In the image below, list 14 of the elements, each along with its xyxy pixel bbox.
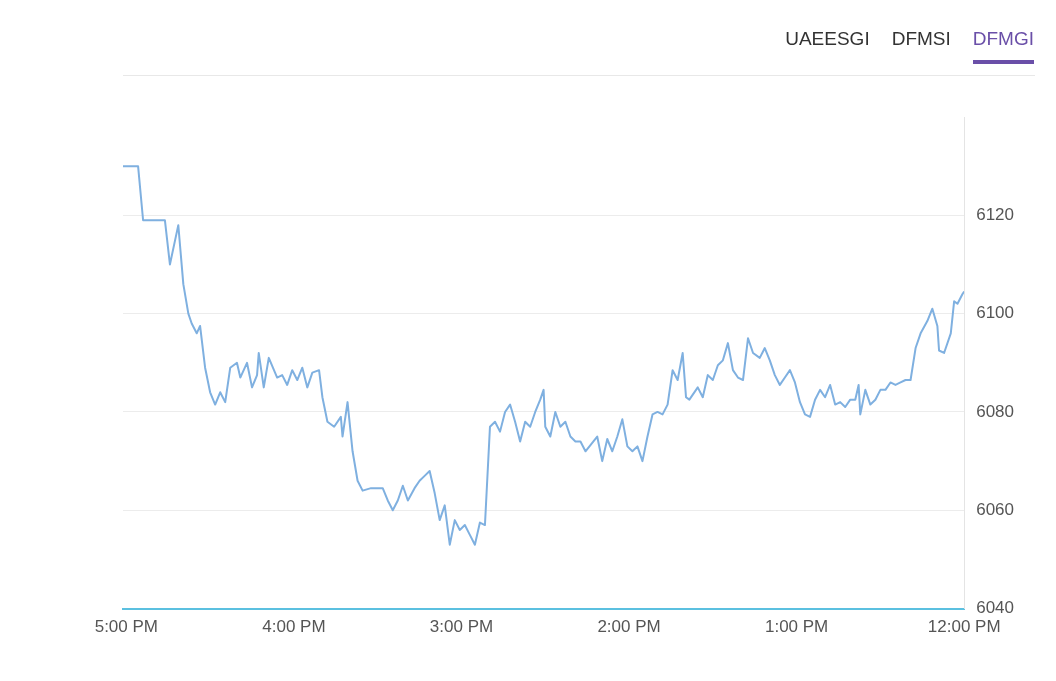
- x-tick-label: 4:00 PM: [262, 617, 326, 637]
- x-tick-label: 5:00 PM: [94, 617, 159, 637]
- x-tick-label: 12:00 PM: [927, 617, 1001, 637]
- x-tick-label: 1:00 PM: [764, 617, 829, 637]
- y-tick-label: 6060: [976, 499, 1015, 519]
- y-tick-label: 6080: [976, 401, 1015, 421]
- text: DFMGI: [972, 28, 1034, 64]
- y-tick-label: 6040: [976, 598, 1015, 618]
- text: UAEESGI: [785, 28, 870, 51]
- text: DFMSI: [891, 28, 951, 51]
- y-tick-label: 6100: [976, 303, 1015, 323]
- x-tick-label: 3:00 PM: [429, 617, 494, 637]
- y-tick-label: 6120: [976, 205, 1015, 225]
- x-tick-label: 2:00 PM: [597, 617, 661, 637]
